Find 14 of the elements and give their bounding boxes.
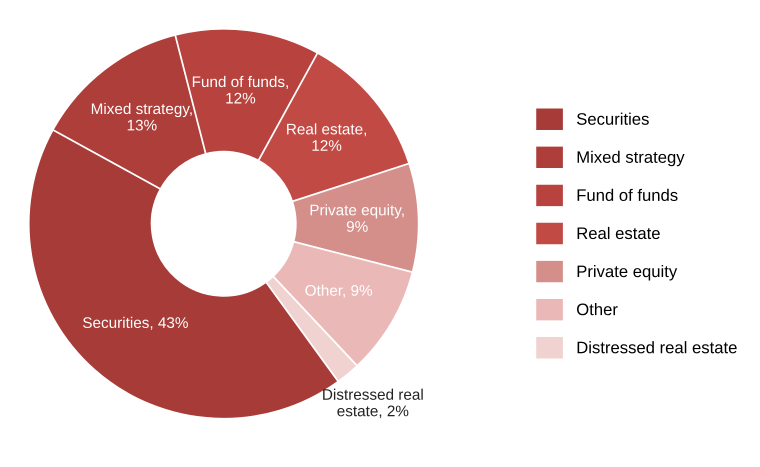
legend-label: Securities [576,112,649,125]
data-label: Real estate, 12% [287,123,366,151]
legend-label: Real estate [578,226,660,240]
legend-label: Fund of funds [578,188,678,202]
data-label: Fund of funds, 12% [192,76,288,104]
legend-label: Private equity [578,264,678,280]
data-label: Mixed strategy, 13% [92,102,192,131]
data-label: Other, 9% [305,284,372,298]
legend-label: Distressed real estate [578,341,737,354]
data-label: Distressed real estate, 2% [323,388,423,418]
legend-label: Other [577,303,618,316]
legend-label: Mixed strategy [578,150,685,166]
data-label: Securities, 43% [83,316,188,330]
data-label: Private equity, 9% [310,204,404,232]
